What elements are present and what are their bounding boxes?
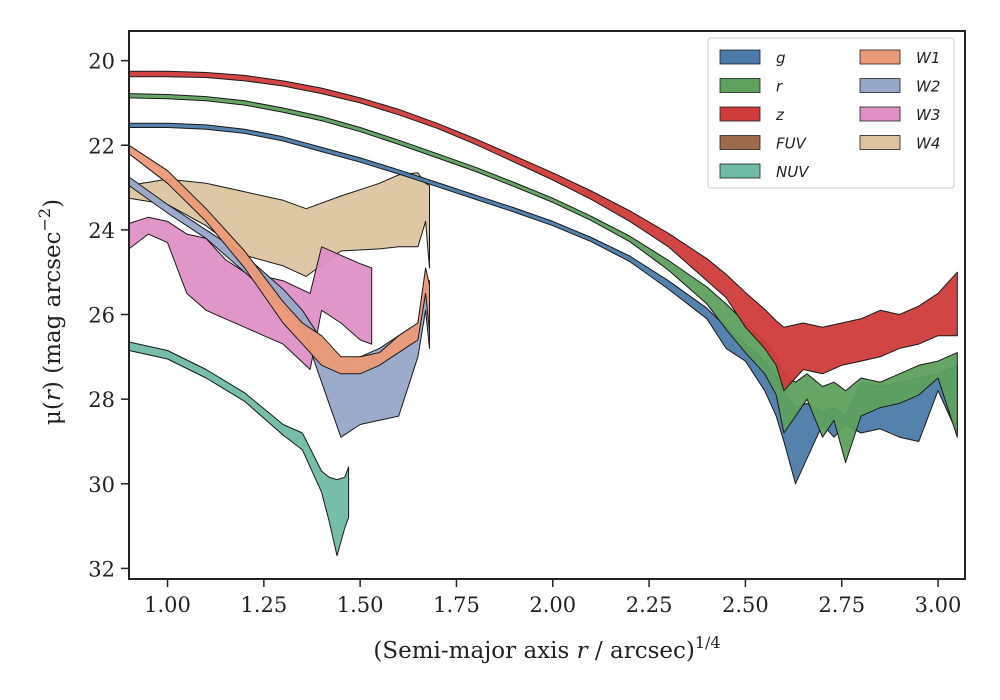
legend-label-w3: W3 <box>916 106 940 124</box>
band-nuv <box>128 341 350 557</box>
x-tick-label: 2.50 <box>722 593 769 617</box>
band-r <box>128 93 958 464</box>
legend-swatch-r <box>719 78 761 93</box>
legend-swatch-w3 <box>859 106 901 122</box>
y-tick-label: 30 <box>88 473 115 497</box>
x-axis-label-unit: / arcsec) <box>588 638 695 664</box>
band-w1 <box>128 144 430 375</box>
legend-label-w4: W4 <box>916 135 940 153</box>
x-tick-label: 2.75 <box>818 593 865 617</box>
y-axis: 20 22 24 26 28 30 32 <box>88 50 129 581</box>
legend-box <box>707 37 955 189</box>
band-z <box>128 70 958 392</box>
legend-label-fuv: FUV <box>776 135 808 153</box>
x-tick-label: 1.50 <box>337 593 384 617</box>
y-axis-label-variable: r <box>40 388 66 401</box>
x-axis-label-exponent: 1/4 <box>695 633 721 652</box>
y-axis-label-prefix: μ( <box>40 401 66 425</box>
legend-swatch-nuv <box>719 163 761 179</box>
legend-swatch-g <box>719 49 761 65</box>
legend: grz FUV NUV W1 W2 W3 W4 <box>707 37 955 189</box>
x-tick-label: 1.75 <box>433 593 480 617</box>
y-tick-label: 28 <box>88 388 115 412</box>
legend-label-w1: W1 <box>916 49 940 67</box>
x-tick-label: 1.25 <box>240 593 287 617</box>
x-tick-label: 1.00 <box>144 593 191 617</box>
y-axis-label-close: ) <box>40 199 66 208</box>
y-tick-label: 22 <box>88 134 115 158</box>
profile-bands <box>128 70 958 557</box>
y-tick-label: 24 <box>88 219 115 243</box>
y-axis-label-unit: ) (mag arcsec <box>40 231 66 390</box>
y-axis-label: μ(r) (mag arcsec−2) <box>35 199 66 425</box>
legend-swatch-w2 <box>859 78 901 93</box>
x-axis: 1.00 1.25 1.50 1.75 2.00 2.25 2.50 2.75 3.00 <box>144 579 961 617</box>
legend-label-z: z <box>775 106 785 124</box>
x-tick-label: 2.25 <box>626 593 673 617</box>
legend-swatch-w1 <box>859 49 901 65</box>
x-tick-label: 3.00 <box>915 593 962 617</box>
y-tick-label: 20 <box>88 50 115 74</box>
legend-label-w2: W2 <box>916 78 940 96</box>
x-tick-label: 2.00 <box>529 593 576 617</box>
x-axis-label-variable: r <box>577 638 590 664</box>
y-tick-label: 26 <box>88 304 115 328</box>
legend-label-nuv: NUV <box>776 163 810 181</box>
plot-frame <box>128 30 966 580</box>
legend-swatch-fuv <box>719 135 761 150</box>
legend-label-r: r <box>776 78 783 96</box>
x-axis-label-prefix: (Semi-major axis <box>373 638 576 664</box>
y-tick-label: 32 <box>88 557 115 581</box>
legend-swatch-z <box>719 106 761 122</box>
y-axis-label-exponent: −2 <box>35 208 54 232</box>
x-axis-label: (Semi-major axis r / arcsec)1/4 <box>373 633 720 664</box>
legend-swatch-w4 <box>859 135 901 150</box>
legend-label-g: g <box>776 49 786 67</box>
